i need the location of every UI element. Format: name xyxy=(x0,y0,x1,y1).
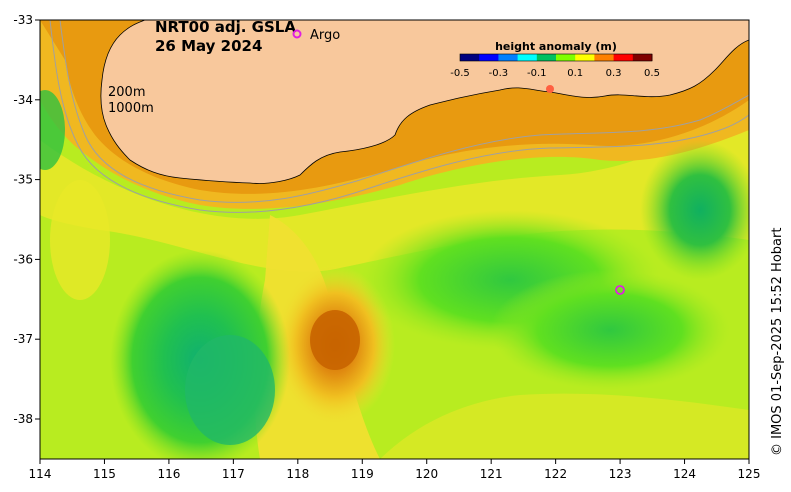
x-tick-label: 121 xyxy=(480,467,503,481)
y-tick-label: -38 xyxy=(13,412,33,426)
y-axis: -33 -34 -35 -36 -37 -38 xyxy=(13,13,40,426)
colorbar-border xyxy=(459,53,653,62)
argo-float-marker[interactable] xyxy=(615,285,625,295)
colorbar-tick-label: 0.1 xyxy=(567,68,583,79)
x-tick-label: 120 xyxy=(415,467,438,481)
y-tick-label: -36 xyxy=(13,252,33,266)
x-tick-label: 124 xyxy=(673,467,696,481)
colorbar-swatch xyxy=(498,54,519,61)
map-date: 26 May 2024 xyxy=(155,37,262,55)
x-tick-label: 114 xyxy=(29,467,52,481)
y-tick-label: -34 xyxy=(13,93,33,107)
argo-floats xyxy=(546,85,625,295)
anomaly-field xyxy=(40,20,749,459)
x-tick-label: 122 xyxy=(544,467,567,481)
colorbar-tick-label: -0.5 xyxy=(450,68,470,79)
map-frame xyxy=(39,19,750,460)
argo-float-marker[interactable] xyxy=(546,85,554,93)
colorbar-swatch xyxy=(632,54,653,61)
colorbar-swatch xyxy=(479,54,499,61)
colorbar-swatch xyxy=(575,54,595,61)
colorbar-swatch xyxy=(594,54,615,61)
credit-text: © IMOS 01-Sep-2025 15:52 Hobart xyxy=(770,228,785,456)
map-title: NRT00 adj. GSLA xyxy=(155,18,296,36)
x-axis: 114 115 116 117 118 119 120 121 122 123 124 125 xyxy=(29,459,761,481)
colorbar-tick-label: 0.3 xyxy=(606,68,622,79)
x-tick-label: 119 xyxy=(351,467,374,481)
colorbar-ticks: -0.5 -0.3 -0.1 0.1 0.3 0.5 xyxy=(450,68,660,79)
colorbar-swatch xyxy=(517,54,538,61)
colorbar-swatch xyxy=(556,54,576,61)
colorbar-swatch xyxy=(460,54,480,61)
colorbar-tick-label: -0.1 xyxy=(527,68,547,79)
x-tick-label: 116 xyxy=(157,467,180,481)
x-tick-label: 125 xyxy=(738,467,761,481)
colorbar xyxy=(459,53,653,62)
colorbar-tick-label: 0.5 xyxy=(644,68,660,79)
isobath-label-200: 200m xyxy=(108,85,145,100)
colorbar-swatch xyxy=(536,54,557,61)
colorbar-swatch xyxy=(613,54,634,61)
colorbar-tick-label: -0.3 xyxy=(489,68,509,79)
y-tick-label: -33 xyxy=(13,13,33,27)
x-tick-label: 118 xyxy=(286,467,309,481)
argo-legend-icon xyxy=(292,29,302,39)
x-tick-label: 123 xyxy=(609,467,632,481)
argo-legend-label: Argo xyxy=(310,28,340,43)
y-tick-label: -37 xyxy=(13,332,33,346)
y-tick-label: -35 xyxy=(13,173,33,187)
isobath-label-1000: 1000m xyxy=(108,101,154,116)
colorbar-title: height anomaly (m) xyxy=(495,40,617,53)
x-tick-label: 117 xyxy=(222,467,245,481)
x-tick-label: 115 xyxy=(93,467,116,481)
